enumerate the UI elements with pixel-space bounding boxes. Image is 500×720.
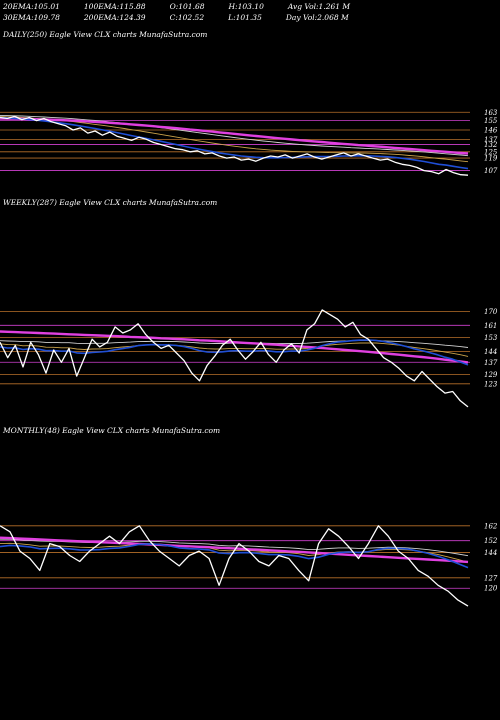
ema20-value: 105.01: [33, 2, 60, 11]
series-line-price: [0, 115, 469, 176]
ema100-label: 100EMA:: [83, 2, 120, 11]
level-label: 137: [484, 359, 498, 367]
high-value: 103.10: [237, 2, 264, 11]
header-row-2: 30EMA:109.78 200EMA:124.39 C:102.52 L:101.3…: [3, 13, 349, 22]
day-vol-value: 2.068 M: [317, 13, 349, 22]
level-label: 127: [484, 574, 498, 582]
series-line-ema-fast: [0, 543, 469, 569]
chart-title: MONTHLY(48) Eagle View CLX charts Munafa…: [2, 426, 220, 435]
series-line-ema-fast: [0, 116, 469, 170]
level-label: 146: [484, 126, 498, 134]
open-value: 101.68: [178, 2, 205, 11]
high-label: H:: [228, 2, 238, 11]
ema20-label: 20EMA:: [3, 2, 34, 11]
close-label: C:: [169, 13, 178, 22]
low-label: L:: [228, 13, 236, 22]
level-label: 152: [484, 537, 498, 545]
ema30-label: 30EMA:: [3, 13, 34, 22]
series-line-ema-fast: [0, 339, 469, 366]
chart-panel-1: DAILY(250) Eagle View CLX charts MunafaS…: [0, 30, 498, 176]
series-line-ema-long: [0, 330, 469, 364]
close-value: 102.52: [177, 13, 205, 22]
level-label: 163: [484, 109, 498, 117]
level-label: 137: [484, 136, 498, 144]
level-label: 153: [484, 334, 498, 342]
level-label: 107: [484, 167, 498, 175]
ema200-label: 200EMA:: [83, 13, 120, 22]
chart-panel-2: WEEKLY(287) Eagle View CLX charts Munafa…: [0, 198, 498, 408]
level-label: 170: [484, 308, 498, 316]
day-vol-label: Day Vol:: [285, 13, 318, 22]
series-line-ema-mid: [0, 342, 469, 357]
level-label: 132: [484, 141, 498, 149]
ema30-value: 109.78: [33, 13, 60, 22]
chart-panel-3: MONTHLY(48) Eagle View CLX charts Munafa…: [0, 426, 498, 607]
series-line-ema-long: [0, 117, 469, 155]
low-value: 101.35: [235, 13, 262, 22]
ema100-value: 115.88: [119, 2, 146, 11]
series-line-ema-slow: [0, 114, 469, 157]
series-line-price: [0, 525, 469, 607]
level-label: 120: [484, 585, 498, 593]
chart-title: WEEKLY(287) Eagle View CLX charts Munafa…: [3, 198, 217, 207]
series-line-ema-long: [0, 536, 469, 564]
level-label: 144: [484, 549, 497, 557]
open-label: O:: [169, 2, 179, 11]
series-line-price: [0, 309, 469, 408]
ema200-value: 124.39: [119, 13, 146, 22]
level-label: 123: [484, 380, 498, 388]
series-line-ema-mid: [0, 115, 469, 163]
level-label: 125: [484, 148, 498, 156]
indicator-header: 20EMA:105.01 100EMA:115.88 O:101.68 H:103.1…: [0, 0, 500, 30]
level-label: 162: [484, 522, 498, 530]
level-label: 144: [484, 348, 497, 356]
avg-vol-value: 1.261 M: [318, 2, 351, 11]
level-label: 119: [484, 155, 498, 163]
header-row-1: 20EMA:105.01 100EMA:115.88 O:101.68 H:103.1…: [3, 2, 350, 11]
level-label: 161: [484, 322, 497, 330]
level-label: 129: [484, 371, 498, 379]
avg-vol-label: Avg Vol:: [287, 2, 319, 11]
chart-title: DAILY(250) Eagle View CLX charts MunafaS…: [2, 30, 207, 39]
level-label: 155: [484, 117, 498, 125]
